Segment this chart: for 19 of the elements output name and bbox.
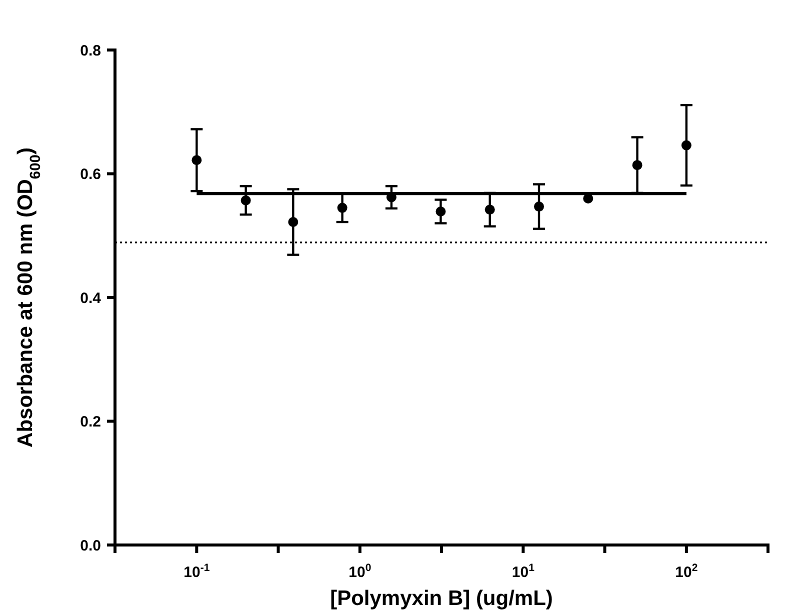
point — [534, 202, 544, 212]
point — [632, 160, 642, 170]
point — [192, 155, 202, 166]
point — [240, 195, 251, 206]
y-tick-label: 0.2 — [80, 414, 101, 430]
x-tick-label: 10$^{1}$ — [512, 562, 535, 581]
point — [337, 202, 348, 213]
y-tick-label: 0.6 — [80, 166, 101, 183]
point — [681, 140, 692, 150]
x-tick-label: 10$^{0}$ — [348, 562, 372, 581]
x-tick-label: 10$^{-1}$ — [184, 562, 210, 581]
y-tick-label: 0.0 — [80, 537, 101, 554]
point — [484, 204, 495, 215]
x-axis-title: [Polymyxin B] (ug/mL) — [330, 587, 553, 610]
y-tick-label: 0.4 — [80, 290, 102, 307]
point — [288, 217, 298, 228]
x-tick-label: 10$^{2}$ — [675, 562, 698, 581]
y-tick-label: 0.8 — [80, 42, 101, 60]
point — [436, 206, 446, 216]
